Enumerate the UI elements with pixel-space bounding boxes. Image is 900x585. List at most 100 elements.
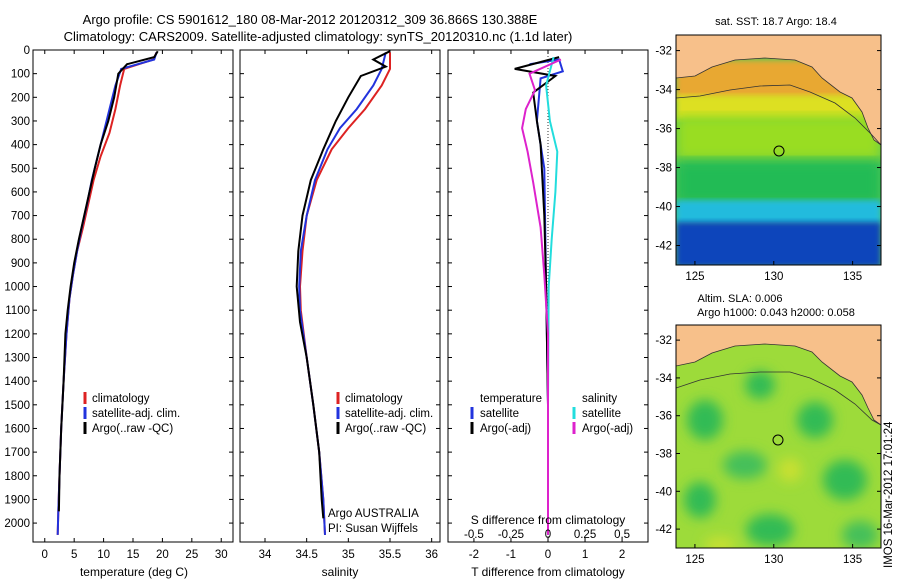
- temperature-x-tick-label: 10: [97, 549, 110, 561]
- salinity-panel: 34 34.5 35 35.5 36 salinity climatology sate…: [239, 49, 441, 579]
- depth-tick-label: 1600: [4, 423, 30, 435]
- temperature-x-tick-label: 20: [156, 549, 169, 561]
- salinity-xlabel: salinity: [322, 565, 359, 579]
- sst-map-panel: sat. SST: 18.7 Argo: 18.4 -32 -34 -36 -38 -4…: [655, 16, 882, 283]
- t-difference-xlabel: T difference from climatology: [471, 565, 625, 579]
- depth-tick-label: 700: [11, 211, 30, 223]
- sst-lat-label: -36: [655, 124, 672, 136]
- salinity-axes: [239, 49, 441, 543]
- temperature-x-tick-label: 5: [71, 549, 77, 561]
- sla-lon-label: 130: [764, 554, 783, 566]
- legend-label-argo: Argo(..raw -QC): [92, 423, 173, 435]
- temperature-y-ticks: 0 100 200 300 400 500 600 700 800 900 1000 1100 1200…: [4, 45, 233, 530]
- legend-label-argo: Argo(..raw -QC): [345, 423, 426, 435]
- sla-heatmap: [676, 325, 881, 548]
- sla-lat-label: -36: [655, 411, 672, 423]
- sla-lat-label: -42: [655, 524, 672, 536]
- s-difference-tick-label: -0.25: [498, 529, 524, 541]
- sla-eddy: [823, 460, 867, 500]
- difference-series: [514, 56, 565, 535]
- temperature-x-tick-label: 30: [215, 549, 228, 561]
- salinity-y-ticks: [240, 49, 440, 524]
- difference-panel: -2 -1 0 1 2 S difference from climatology -0…: [447, 49, 649, 579]
- legend-label-s-satellite: satellite: [582, 408, 621, 420]
- figure-title-line2: Climatology: CARS2009. Satellite-adjuste…: [64, 29, 573, 44]
- legend-label-t-argo: Argo(-adj): [480, 423, 531, 435]
- salinity-x-ticks: 34 34.5 35 35.5 36: [259, 50, 438, 561]
- sla-eddy: [745, 371, 775, 399]
- sst-lon-label: 130: [764, 271, 783, 283]
- depth-tick-label: 400: [11, 140, 30, 152]
- sla-eddy: [687, 400, 723, 440]
- salinity-x-tick-label: 35.5: [379, 549, 401, 561]
- legend-label-s-argo: Argo(-adj): [582, 423, 633, 435]
- depth-tick-label: 2000: [4, 518, 30, 530]
- sla-x-ticks: 125 130 135: [685, 544, 862, 566]
- sla-y-ticks: -32 -34 -36 -38 -40 -42: [655, 335, 881, 536]
- salinity-legend: climatology satellite-adj. clim. Argo(..…: [336, 392, 433, 435]
- sst-lat-label: -42: [655, 241, 672, 253]
- argo-program-label: Argo AUSTRALIA: [328, 508, 419, 520]
- sla-map-subtitle: Argo h1000: 0.043 h2000: 0.058: [697, 307, 855, 319]
- s-difference-tick-label: 0.5: [614, 529, 630, 541]
- sla-lat-label: -40: [655, 486, 672, 498]
- sla-eddy: [797, 402, 833, 438]
- depth-tick-label: 800: [11, 234, 30, 246]
- sst-lat-label: -38: [655, 163, 672, 175]
- legend-label-satellite: satellite-adj. clim.: [345, 408, 433, 420]
- sst-lat-label: -34: [655, 85, 672, 97]
- sla-map-frame: [675, 324, 882, 549]
- temperature-xlabel: temperature (deg C): [80, 565, 188, 579]
- sst-band-blue: [676, 222, 881, 265]
- salinity-x-tick-label: 35: [342, 549, 355, 561]
- depth-tick-label: 1200: [4, 329, 30, 341]
- sla-lat-label: -34: [655, 373, 672, 385]
- difference-y-ticks: [448, 49, 648, 524]
- sla-lat-label: -32: [655, 335, 672, 347]
- sst-y-ticks: -32 -34 -36 -38 -40 -42: [655, 46, 881, 253]
- depth-tick-label: 1800: [4, 471, 30, 483]
- depth-tick-label: 1100: [5, 305, 30, 317]
- sla-contour: [676, 371, 881, 426]
- s-difference-tick-label: -0.5: [464, 529, 484, 541]
- legend-header-salinity: salinity: [582, 393, 617, 405]
- sla-argo-marker: [772, 434, 784, 446]
- s-difference-ticks: -0.5 -0.25 0 0.25 0.5: [464, 529, 630, 541]
- salinity-series-line: [295, 50, 391, 519]
- sst-argo-marker: [773, 145, 785, 157]
- temperature-legend: climatology satellite-adj. clim. Argo(..…: [83, 392, 180, 435]
- difference-x-tick-label: 0: [545, 549, 551, 561]
- legend-label-satellite: satellite-adj. clim.: [92, 408, 180, 420]
- depth-tick-label: 500: [11, 163, 30, 175]
- depth-tick-label: 900: [11, 258, 30, 270]
- difference-x-tick-label: 1: [582, 549, 588, 561]
- sst-band-cyan: [676, 200, 881, 225]
- sst-contour: [676, 84, 881, 146]
- temperature-axes: [32, 49, 234, 543]
- timestamp-label: IMOS 16-Mar-2012 17:01:24: [883, 421, 895, 568]
- depth-tick-label: 300: [11, 116, 30, 128]
- s-difference-label: S difference from climatology: [471, 513, 626, 527]
- depth-tick-label: 1900: [4, 494, 30, 506]
- legend-label-climatology: climatology: [345, 393, 403, 405]
- legend-label-t-satellite: satellite: [480, 408, 519, 420]
- s-difference-tick-label: 0: [545, 529, 551, 541]
- depth-tick-label: 200: [11, 92, 30, 104]
- sla-eddy-warm: [778, 458, 802, 482]
- legend-label-climatology: climatology: [92, 393, 150, 405]
- sla-eddy-warm: [704, 537, 736, 548]
- legend-header-temperature: temperature: [480, 393, 542, 405]
- figure-title-line1: Argo profile: CS 5901612_180 08-Mar-2012…: [83, 12, 538, 27]
- salinity-series: [295, 50, 391, 535]
- sla-lon-label: 135: [843, 554, 862, 566]
- difference-x-tick-label: -2: [469, 549, 479, 561]
- depth-tick-label: 0: [24, 45, 30, 57]
- temperature-panel: 0100200300400500600700800900100011001200…: [4, 45, 234, 579]
- depth-tick-label: 1300: [4, 353, 30, 365]
- sst-lat-label: -40: [655, 202, 672, 214]
- salinity-x-tick-label: 34: [259, 549, 272, 561]
- depth-tick-label: 1400: [4, 376, 30, 388]
- difference-x-tick-label: 2: [619, 549, 625, 561]
- sst-land: [676, 35, 881, 146]
- sla-eddies: [684, 371, 878, 548]
